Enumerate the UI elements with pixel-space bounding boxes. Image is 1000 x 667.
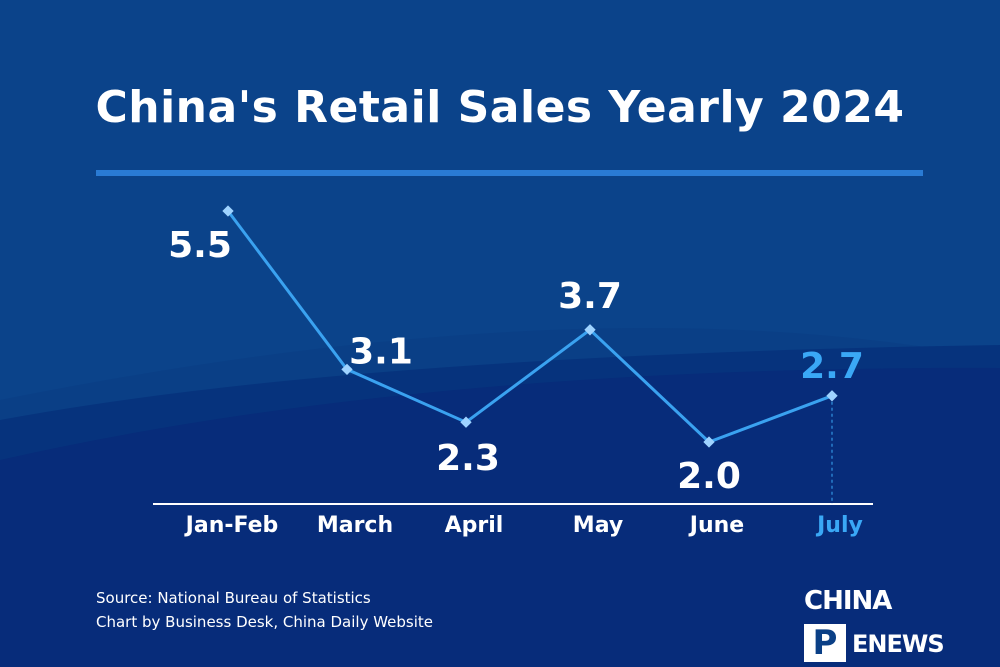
title-divider [96, 170, 923, 176]
series-line [226, 210, 833, 444]
chart-title: China's Retail Sales Yearly 2024 [95, 82, 905, 133]
data-label: 3.7 [558, 276, 622, 317]
data-point [341, 363, 353, 376]
logo-bottom-text: ENEWS [852, 630, 945, 658]
logo-top-text: CHINA [804, 586, 892, 616]
x-tick-label: March [317, 513, 393, 538]
source-text: Source: National Bureau of Statistics [96, 589, 371, 607]
footer: Source: National Bureau of Statistics Ch… [96, 586, 433, 634]
x-tick-label: Jan-Feb [184, 513, 279, 538]
x-tick-label: June [688, 513, 744, 538]
x-tick-label: May [573, 513, 623, 538]
data-label: 5.5 [168, 225, 232, 266]
data-point [826, 390, 838, 402]
data-label: 2.0 [677, 456, 741, 497]
data-label: 3.1 [349, 331, 413, 372]
x-tick-label: April [445, 513, 504, 538]
logo: CHINA P ENEWS [804, 586, 1000, 667]
logo-letter: P [804, 624, 846, 662]
data-point [222, 205, 234, 217]
data-point [703, 436, 715, 448]
data-point [584, 324, 596, 336]
data-point [460, 416, 472, 428]
data-label: 2.3 [436, 438, 500, 479]
credit-text: Chart by Business Desk, China Daily Webs… [96, 613, 434, 631]
x-tick-label: July [815, 513, 863, 538]
data-label: 2.7 [800, 346, 864, 387]
